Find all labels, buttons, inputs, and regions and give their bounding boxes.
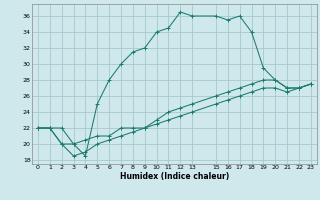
X-axis label: Humidex (Indice chaleur): Humidex (Indice chaleur) xyxy=(120,172,229,181)
